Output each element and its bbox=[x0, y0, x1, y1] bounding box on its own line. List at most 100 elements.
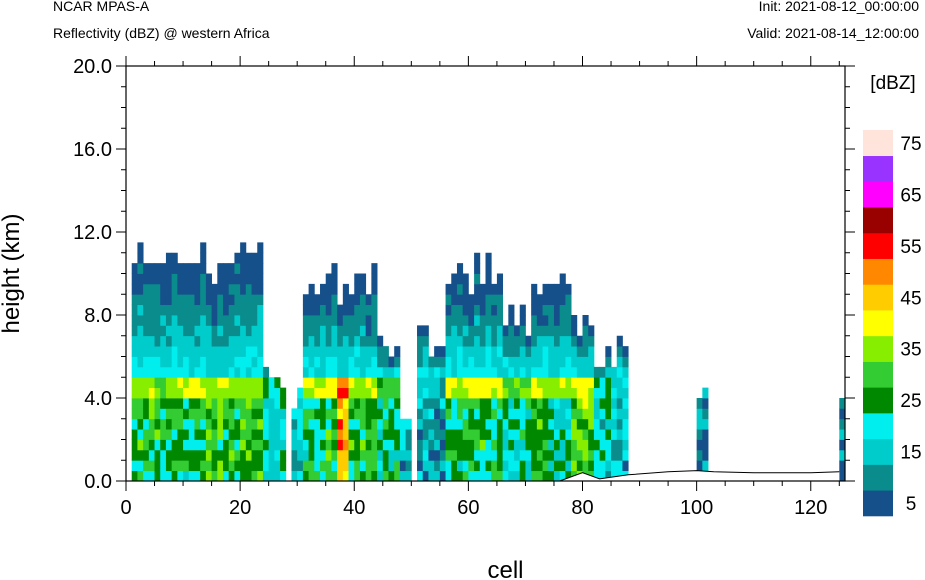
reflectivity-cell bbox=[143, 325, 150, 337]
reflectivity-cell bbox=[548, 387, 555, 399]
reflectivity-cell bbox=[251, 418, 258, 430]
reflectivity-cell bbox=[348, 315, 355, 326]
reflectivity-cell bbox=[183, 356, 190, 368]
reflectivity-cell bbox=[456, 335, 464, 347]
reflectivity-cell bbox=[183, 418, 190, 430]
reflectivity-cell bbox=[200, 449, 207, 461]
reflectivity-cell bbox=[160, 325, 167, 337]
reflectivity-cell bbox=[451, 346, 458, 357]
reflectivity-cell bbox=[171, 387, 178, 399]
reflectivity-cell bbox=[519, 449, 526, 461]
reflectivity-cell bbox=[359, 346, 367, 357]
reflectivity-cell bbox=[325, 294, 332, 306]
reflectivity-cell bbox=[371, 356, 378, 368]
reflectivity-cell bbox=[251, 356, 258, 368]
reflectivity-cell bbox=[131, 273, 138, 285]
reflectivity-cell bbox=[308, 366, 315, 378]
reflectivity-cell bbox=[451, 356, 458, 368]
reflectivity-cell bbox=[240, 460, 247, 472]
reflectivity-cell bbox=[297, 398, 304, 409]
reflectivity-cell bbox=[148, 429, 155, 440]
reflectivity-cell bbox=[622, 377, 629, 389]
reflectivity-cell bbox=[593, 398, 601, 409]
reflectivity-cell bbox=[496, 460, 504, 472]
reflectivity-cell bbox=[194, 304, 201, 316]
reflectivity-cell bbox=[839, 449, 846, 461]
reflectivity-cell bbox=[422, 408, 429, 420]
reflectivity-cell bbox=[451, 470, 458, 482]
reflectivity-cell bbox=[314, 335, 321, 347]
reflectivity-cell bbox=[491, 460, 498, 472]
reflectivity-cell bbox=[314, 346, 321, 357]
reflectivity-cell bbox=[331, 387, 338, 399]
reflectivity-cell bbox=[251, 408, 258, 420]
reflectivity-cell bbox=[251, 429, 258, 440]
reflectivity-cell bbox=[462, 294, 469, 306]
reflectivity-cell bbox=[474, 263, 481, 274]
reflectivity-cell bbox=[177, 356, 184, 368]
reflectivity-cell bbox=[525, 387, 532, 399]
reflectivity-cell bbox=[422, 429, 429, 440]
reflectivity-cell bbox=[377, 366, 384, 378]
reflectivity-cell bbox=[445, 470, 452, 482]
y-tick-label: 4.0 bbox=[84, 388, 112, 410]
reflectivity-cell bbox=[553, 366, 561, 378]
reflectivity-cell bbox=[377, 460, 384, 472]
reflectivity-cell bbox=[131, 460, 138, 472]
reflectivity-cell bbox=[211, 315, 218, 326]
reflectivity-cell bbox=[308, 439, 315, 451]
reflectivity-cell bbox=[257, 294, 264, 306]
reflectivity-cell bbox=[422, 398, 429, 409]
reflectivity-cell bbox=[188, 346, 195, 357]
reflectivity-cell bbox=[456, 387, 464, 399]
reflectivity-cell bbox=[571, 325, 578, 337]
reflectivity-cell bbox=[496, 356, 504, 368]
reflectivity-cell bbox=[382, 346, 389, 357]
reflectivity-cell bbox=[553, 356, 561, 368]
reflectivity-cell bbox=[308, 377, 315, 389]
reflectivity-cell bbox=[622, 398, 629, 409]
reflectivity-cell bbox=[519, 398, 526, 409]
reflectivity-cell bbox=[223, 273, 230, 285]
colorbar-segment bbox=[863, 335, 893, 362]
reflectivity-cell bbox=[616, 439, 623, 451]
reflectivity-cell bbox=[514, 429, 521, 440]
reflectivity-cell bbox=[211, 366, 218, 378]
reflectivity-cell bbox=[394, 449, 401, 461]
reflectivity-cell bbox=[188, 460, 195, 472]
reflectivity-cell bbox=[160, 387, 167, 399]
reflectivity-cell bbox=[262, 387, 270, 399]
reflectivity-cell bbox=[148, 304, 155, 316]
reflectivity-cell bbox=[514, 408, 521, 420]
reflectivity-cell bbox=[165, 418, 173, 430]
reflectivity-cell bbox=[348, 449, 355, 461]
reflectivity-cell bbox=[143, 408, 150, 420]
reflectivity-cell bbox=[205, 304, 212, 316]
reflectivity-cell bbox=[514, 366, 521, 378]
reflectivity-cell bbox=[451, 325, 458, 337]
reflectivity-cell bbox=[605, 460, 612, 472]
reflectivity-cell bbox=[462, 460, 469, 472]
reflectivity-cell bbox=[177, 273, 184, 285]
reflectivity-cell bbox=[234, 429, 241, 440]
reflectivity-cell bbox=[302, 377, 310, 389]
reflectivity-cell bbox=[194, 294, 201, 306]
reflectivity-cell bbox=[696, 398, 703, 409]
reflectivity-cell bbox=[154, 470, 161, 482]
reflectivity-cell bbox=[485, 304, 492, 316]
reflectivity-cell bbox=[525, 377, 532, 389]
reflectivity-cell bbox=[434, 470, 441, 482]
reflectivity-cell bbox=[223, 460, 230, 472]
reflectivity-cell bbox=[354, 304, 361, 316]
reflectivity-cell bbox=[394, 439, 401, 451]
reflectivity-cell bbox=[451, 418, 458, 430]
reflectivity-cell bbox=[382, 398, 389, 409]
reflectivity-cell bbox=[553, 429, 561, 440]
reflectivity-cell bbox=[548, 346, 555, 357]
reflectivity-cell bbox=[205, 273, 212, 285]
reflectivity-cell bbox=[428, 418, 435, 430]
reflectivity-cell bbox=[354, 449, 361, 461]
reflectivity-cell bbox=[576, 408, 583, 420]
reflectivity-cell bbox=[559, 356, 566, 368]
